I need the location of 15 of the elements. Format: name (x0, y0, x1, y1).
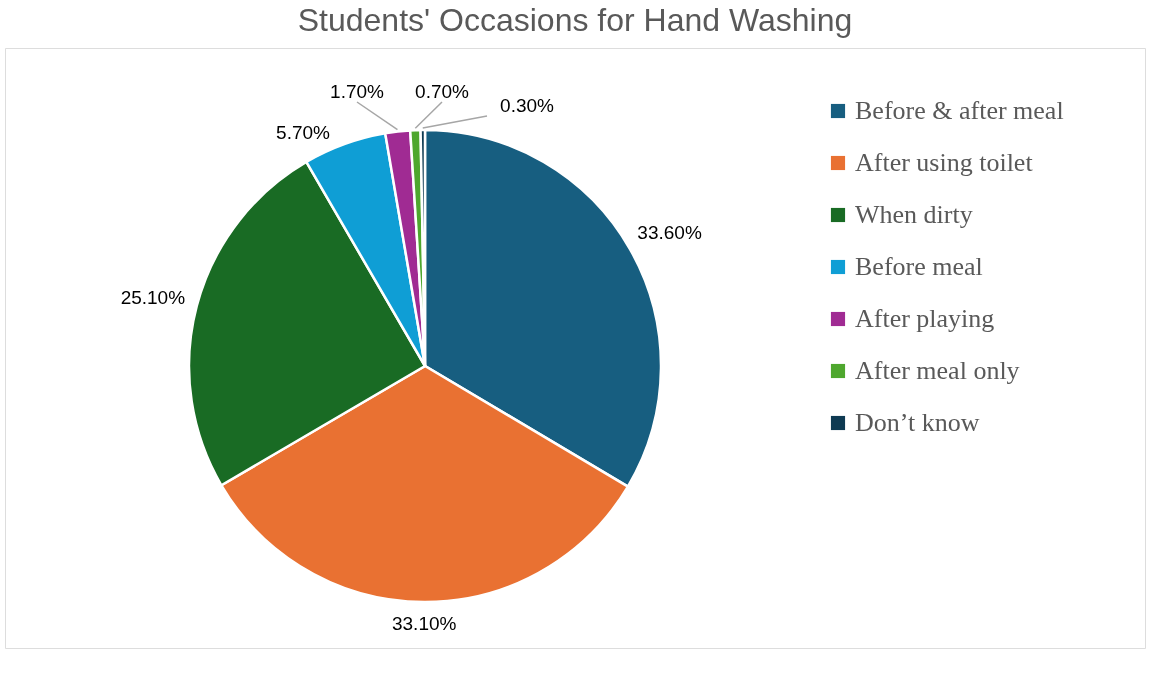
legend-label: After meal only (855, 356, 1020, 385)
legend-label: When dirty (855, 200, 973, 229)
data-label: 1.70% (330, 81, 385, 102)
legend-label: After playing (855, 304, 995, 333)
legend-label: Before & after meal (855, 96, 1064, 125)
chart-title: Students' Occasions for Hand Washing (297, 2, 853, 38)
data-label: 0.30% (500, 95, 555, 116)
data-label: 33.10% (391, 613, 457, 634)
legend-label: Before meal (855, 252, 983, 281)
data-label: 0.70% (415, 81, 470, 102)
legend-label: After using toilet (855, 148, 1034, 177)
data-label: 5.70% (276, 122, 331, 144)
legend-label: Don’t know (855, 408, 980, 437)
data-label: 33.60% (637, 222, 702, 244)
data-label: 25.10% (120, 286, 186, 308)
